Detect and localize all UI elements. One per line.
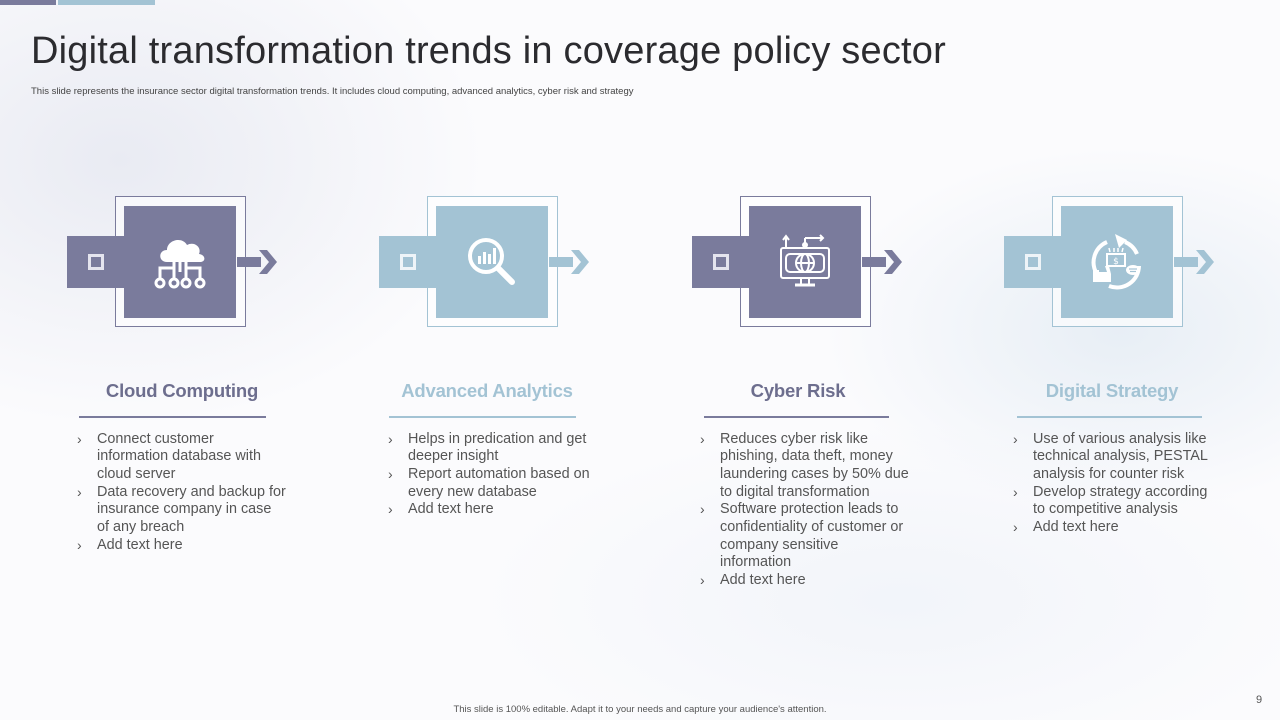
chevron-right-icon: › [1013, 483, 1018, 500]
list-item: › Connect customer information database w… [77, 430, 261, 482]
tab-block [1004, 236, 1061, 288]
accent-bar-purple [0, 0, 56, 5]
trend-card-cyber-risk [692, 196, 932, 328]
icon-box: $ [1061, 206, 1173, 318]
column-heading: Advanced Analytics [401, 380, 573, 401]
tab-block [692, 236, 749, 288]
slide-footer: This slide is 100% editable. Adapt it to… [453, 704, 827, 715]
heading-divider [79, 416, 266, 418]
arrow-right-icon [237, 250, 277, 274]
chevron-right-icon: › [1013, 519, 1018, 536]
list-item: › Reduces cyber risk like phishing, data … [700, 430, 909, 500]
arrow-right-icon [862, 250, 902, 274]
tab-block [67, 236, 124, 288]
trend-column-cloud-computing: Cloud Computing › Connect customer inform… [77, 380, 287, 554]
trend-card-cloud-computing [67, 196, 307, 328]
chevron-right-icon: › [1013, 430, 1018, 447]
chevron-right-icon: › [388, 430, 393, 447]
heading-divider [389, 416, 576, 418]
list-item: › Add text here [700, 572, 806, 589]
trend-column-digital-strategy: Digital Strategy › Use of various analysi… [1013, 380, 1223, 537]
square-icon [87, 254, 104, 270]
cloud-network-icon [154, 239, 206, 289]
list-item: › Software protection leads to confidenti… [700, 501, 904, 571]
chevron-right-icon: › [700, 501, 705, 518]
arrow-right-icon [549, 250, 589, 274]
square-icon [1024, 254, 1041, 270]
icon-box [124, 206, 236, 318]
svg-text:$: $ [1113, 257, 1119, 267]
chevron-right-icon: › [700, 430, 705, 447]
magnifier-chart-icon [468, 238, 515, 285]
trend-card-advanced-analytics [379, 196, 619, 328]
tab-block [379, 236, 436, 288]
heading-divider [704, 416, 889, 418]
trend-column-cyber-risk: Cyber Risk › Reduces cyber risk like phis… [700, 380, 910, 590]
list-item: › Helps in predication and get deeper ins… [388, 430, 587, 465]
bullet-list: › Connect customer information database w… [77, 431, 287, 555]
list-item: › Add text here [388, 501, 494, 518]
list-item: › Develop strategy according to competiti… [1013, 483, 1208, 518]
column-heading: Cloud Computing [105, 380, 259, 401]
list-item: › Add text here [77, 536, 183, 553]
chevron-right-icon: › [77, 536, 82, 553]
trend-column-advanced-analytics: Advanced Analytics › Helps in predication… [388, 380, 598, 519]
chevron-right-icon: › [388, 465, 393, 482]
icon-box [436, 206, 548, 318]
slide-subtitle: This slide represents the insurance sect… [31, 86, 634, 97]
icon-box [749, 206, 861, 318]
arrow-right-icon [1174, 250, 1214, 274]
bullet-list: › Use of various analysis like technical … [1013, 431, 1223, 537]
monitor-globe-money-icon [780, 234, 830, 287]
list-item: › Add text here [1013, 519, 1119, 536]
column-heading: Digital Strategy [1045, 380, 1179, 401]
page-number: 9 [1256, 694, 1263, 706]
square-icon [712, 254, 729, 270]
list-item: › Report automation based on every new da… [388, 465, 590, 500]
slide-title: Digital transformation trends in coverag… [31, 30, 946, 72]
chevron-right-icon: › [77, 483, 82, 500]
chevron-right-icon: › [388, 501, 393, 518]
bullet-list: › Helps in predication and get deeper ins… [388, 431, 598, 520]
chevron-right-icon: › [77, 430, 82, 447]
list-item: › Use of various analysis like technical … [1013, 430, 1208, 482]
trend-card-digital-strategy: $ [1004, 196, 1244, 328]
square-icon [399, 254, 416, 270]
strategy-cycle-icon: $ [1091, 234, 1141, 290]
chevron-right-icon: › [700, 572, 705, 589]
bullet-list: › Reduces cyber risk like phishing, data … [700, 431, 910, 590]
list-item: › Data recovery and backup for insurance … [77, 483, 286, 536]
column-heading: Cyber Risk [750, 380, 846, 401]
heading-divider [1017, 416, 1202, 418]
accent-bar-blue [58, 0, 155, 5]
